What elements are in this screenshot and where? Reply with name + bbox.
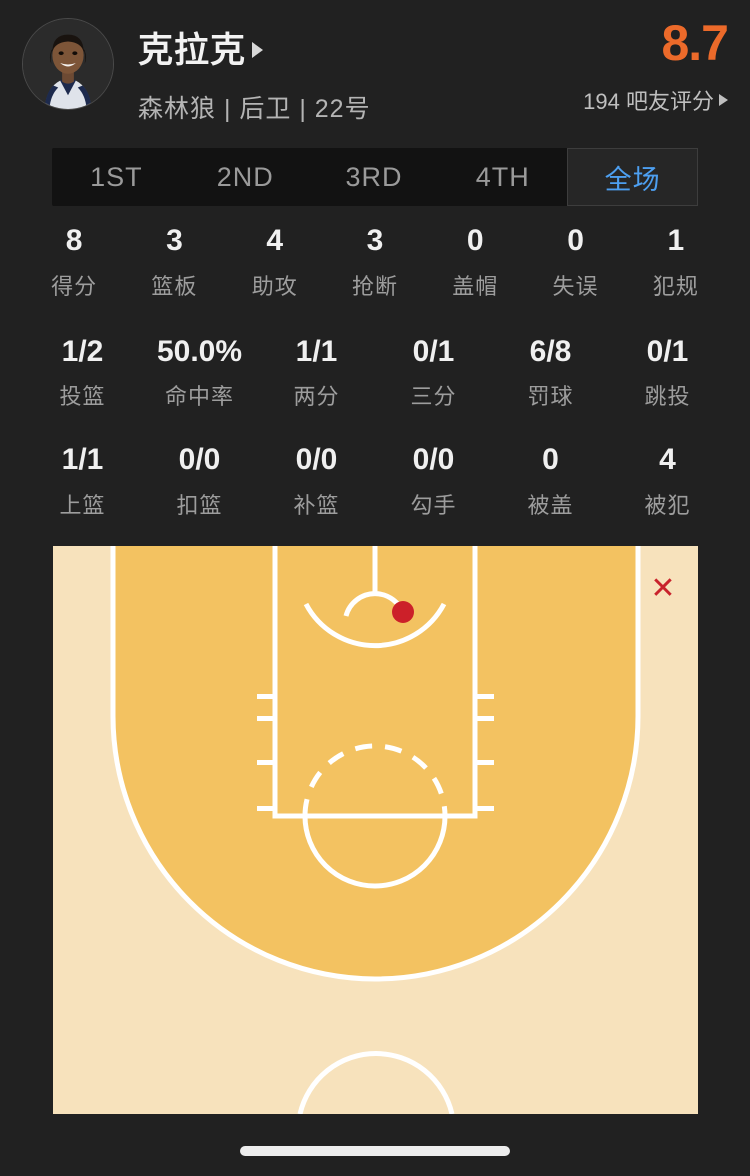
stat-value: 0/1 <box>412 334 455 368</box>
period-tab-bar: 1ST 2ND 3RD 4TH 全场 <box>52 148 698 206</box>
chevron-right-small-icon <box>719 94 728 106</box>
chevron-right-icon <box>252 41 264 58</box>
stat-label: 投篮 <box>59 384 106 409</box>
tab-full-game[interactable]: 全场 <box>567 148 698 206</box>
stat-row-basic: 8 得分 3 篮板 4 助攻 3 抢断 0 盖帽 0 失误 1 犯规 <box>0 224 750 301</box>
stat-label: 上篮 <box>59 492 106 518</box>
stat-free-throws: 6/8 罚球 <box>492 335 609 412</box>
stat-jump-shots: 0/1 跳投 <box>609 335 726 412</box>
stat-value: 1 <box>667 224 685 257</box>
rating-votes-link[interactable]: 194 吧友评分 <box>583 84 728 116</box>
stat-value: 1/1 <box>295 334 338 368</box>
stat-label: 抢断 <box>351 273 398 299</box>
stat-label: 被盖 <box>527 492 574 518</box>
player-name-block: 克拉克 森林狼 | 后卫 | 22号 <box>138 14 583 125</box>
shot-marker-made <box>392 601 414 623</box>
stat-value: 6/8 <box>529 334 572 368</box>
stat-value: 1/1 <box>61 443 104 476</box>
player-headshot-icon <box>23 19 113 109</box>
stat-value: 50.0% <box>156 334 243 368</box>
stat-value: 0/0 <box>178 443 221 476</box>
stat-three-pointers: 0/1 三分 <box>375 335 492 412</box>
stat-turnovers: 0 失误 <box>525 224 625 301</box>
stat-label: 勾手 <box>410 492 457 518</box>
stat-label: 助攻 <box>251 273 298 299</box>
stat-fouls-drawn: 4 被犯 <box>609 443 726 520</box>
stat-label: 扣篮 <box>176 492 223 518</box>
stat-value: 3 <box>166 224 183 257</box>
stat-value: 4 <box>266 224 284 257</box>
stat-label: 两分 <box>293 384 340 409</box>
stat-row-shooting: 1/2 投篮 50.0% 命中率 1/1 两分 0/1 三分 6/8 罚球 0/… <box>0 335 750 412</box>
stat-field-goals: 1/2 投篮 <box>24 335 141 412</box>
stat-value: 8 <box>65 224 83 257</box>
tab-3rd[interactable]: 3RD <box>345 161 403 192</box>
stat-fg-percent: 50.0% 命中率 <box>141 335 258 412</box>
stat-label: 得分 <box>51 273 98 299</box>
stat-value: 0 <box>542 443 559 476</box>
rating-block: 8.7 194 吧友评分 <box>583 14 729 116</box>
stat-shots-blocked: 0 被盖 <box>492 443 609 520</box>
stat-assists: 4 助攻 <box>225 224 325 301</box>
stat-layups: 1/1 上篮 <box>24 443 141 520</box>
player-meta: 森林狼 | 后卫 | 22号 <box>138 95 371 123</box>
stat-blocks: 0 盖帽 <box>425 224 525 301</box>
stat-points: 8 得分 <box>24 224 124 301</box>
stat-row-shot-types: 1/1 上篮 0/0 扣篮 0/0 补篮 0/0 勾手 0 被盖 4 被犯 <box>0 443 750 520</box>
home-indicator <box>240 1146 510 1156</box>
stat-hook-shots: 0/0 勾手 <box>375 443 492 520</box>
stat-value: 0 <box>567 224 584 257</box>
stat-value: 0/1 <box>646 334 689 368</box>
stat-value: 0/0 <box>412 443 455 476</box>
stat-two-pointers: 1/1 两分 <box>258 335 375 412</box>
player-name-link[interactable]: 克拉克 <box>138 22 583 73</box>
player-name: 克拉克 <box>138 31 247 70</box>
stat-fouls: 1 犯规 <box>626 224 726 301</box>
stat-label: 失误 <box>552 273 599 299</box>
stat-value: 4 <box>659 443 676 476</box>
player-header: 克拉克 森林狼 | 后卫 | 22号 8.7 194 吧友评分 <box>0 0 750 130</box>
stat-value: 3 <box>366 224 384 257</box>
stat-label: 三分 <box>410 384 457 409</box>
stat-steals: 3 抢断 <box>325 224 425 301</box>
avatar[interactable] <box>22 18 114 110</box>
stat-value: 0/0 <box>295 443 338 476</box>
stat-label: 篮板 <box>151 273 198 299</box>
stat-label: 被犯 <box>644 492 691 518</box>
stat-dunks: 0/0 扣篮 <box>141 443 258 520</box>
stat-putbacks: 0/0 补篮 <box>258 443 375 520</box>
stat-rebounds: 3 篮板 <box>124 224 224 301</box>
rating-score: 8.7 <box>661 15 729 71</box>
stat-value: 0 <box>466 224 484 257</box>
tab-4th[interactable]: 4TH <box>475 161 530 192</box>
stat-label: 跳投 <box>644 384 691 409</box>
stat-label: 命中率 <box>164 384 234 409</box>
stat-label: 盖帽 <box>452 273 499 299</box>
tab-2nd[interactable]: 2ND <box>216 161 274 192</box>
tab-1st[interactable]: 1ST <box>90 161 143 192</box>
stat-label: 犯规 <box>652 273 699 299</box>
shot-chart-court[interactable]: ✕ <box>53 546 698 1114</box>
court-diagram <box>53 546 698 1114</box>
close-icon[interactable]: ✕ <box>650 571 676 606</box>
stat-label: 补篮 <box>293 492 340 518</box>
stat-value: 1/2 <box>61 334 104 368</box>
stat-label: 罚球 <box>527 384 574 409</box>
rating-votes-label: 194 吧友评分 <box>583 89 714 114</box>
